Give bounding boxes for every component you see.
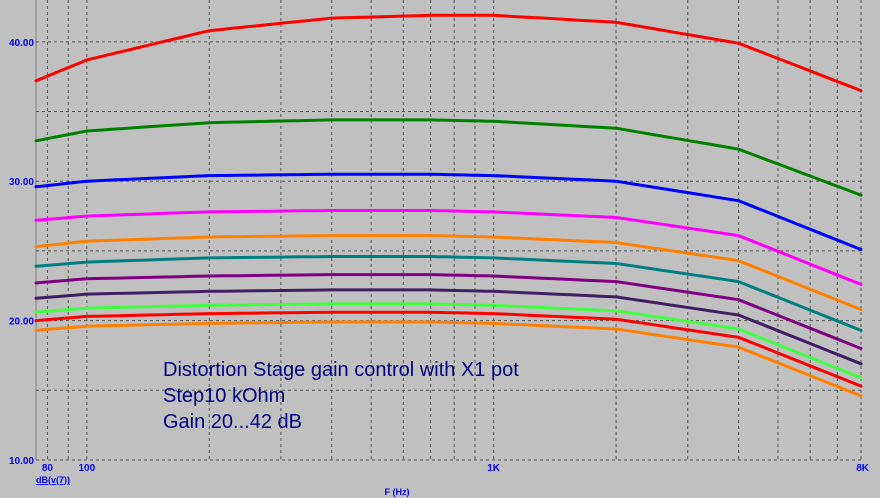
grid xyxy=(36,0,862,461)
x-tick-label: 8K xyxy=(856,463,870,474)
x-tick-label: 80 xyxy=(42,463,54,474)
annotation-gain: Gain 20...42 dB xyxy=(163,411,302,433)
annotation-title: Distortion Stage gain control with X1 po… xyxy=(163,359,519,381)
series-group xyxy=(34,13,863,398)
series-line-6 xyxy=(34,255,863,332)
series-line-11 xyxy=(34,320,863,398)
series-line-3 xyxy=(34,172,863,251)
y-tick-label: 30.00 xyxy=(9,177,34,188)
series-line-10 xyxy=(34,310,863,388)
series-line-1 xyxy=(34,13,863,93)
annotation-step: Step10 kOhm xyxy=(163,385,285,407)
tick-labels: 10.00 20.00 30.00 40.00 80 100 1K 8K xyxy=(9,38,870,474)
x-tick-label: 1K xyxy=(487,463,501,474)
series-line-4 xyxy=(34,209,863,286)
y-tick-label: 20.00 xyxy=(9,317,34,328)
series-line-9 xyxy=(34,302,863,380)
y-axis-label: dB(v(7)) xyxy=(36,475,70,485)
series-line-7 xyxy=(34,273,863,350)
series-line-5 xyxy=(34,234,863,311)
series-line-2 xyxy=(34,118,863,197)
y-tick-label: 40.00 xyxy=(9,38,34,49)
x-axis-label: F (Hz) xyxy=(385,487,410,497)
x-tick-label: 100 xyxy=(78,463,95,474)
y-tick-label: 10.00 xyxy=(9,456,34,467)
series-line-8 xyxy=(34,288,863,366)
